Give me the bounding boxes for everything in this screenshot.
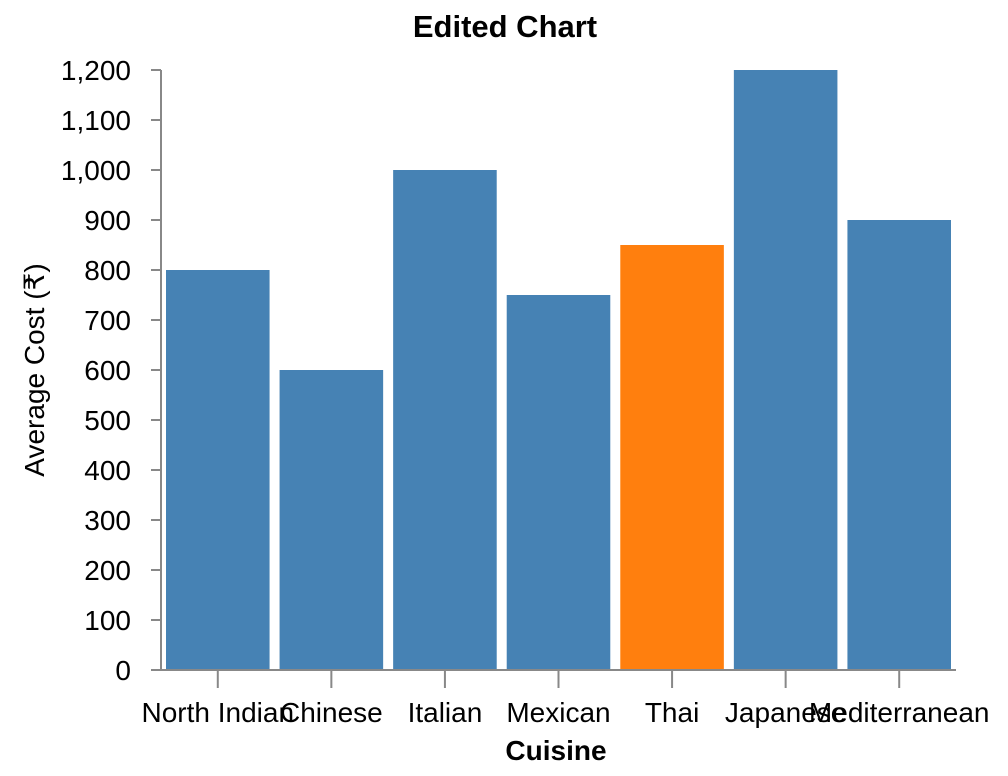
x-tick-label: Mediterranean <box>809 697 990 728</box>
y-tick-label: 300 <box>84 505 131 536</box>
bar-chinese <box>279 370 384 670</box>
y-tick-label: 0 <box>115 655 131 686</box>
x-tick-label: North Indian <box>142 697 295 728</box>
y-axis-title: Average Cost (₹) <box>19 263 50 476</box>
bar-italian <box>393 170 497 670</box>
y-tick-label: 1,100 <box>61 105 131 136</box>
x-tick-label: Italian <box>408 697 483 728</box>
chart-title: Edited Chart <box>413 9 597 44</box>
x-tick-label: Mexican <box>506 697 610 728</box>
bar-mexican <box>506 295 611 670</box>
y-tick-label: 1,000 <box>61 155 131 186</box>
y-tick-label: 700 <box>84 305 131 336</box>
y-tick-label: 100 <box>84 605 131 636</box>
y-tick-label: 400 <box>84 455 131 486</box>
y-axis: 0 100 200 300 400 500 600 700 800 900 1,000 1,100 1,… <box>61 55 162 686</box>
x-tick-label: Thai <box>645 697 699 728</box>
x-axis-title: Cuisine <box>505 735 606 766</box>
bar-thai <box>620 245 724 670</box>
x-tick-label: Chinese <box>280 697 383 728</box>
y-tick-label: 500 <box>84 405 131 436</box>
bar-japanese <box>733 70 838 670</box>
x-tick-label: Japanese <box>725 697 846 728</box>
y-tick-label: 800 <box>84 255 131 286</box>
bars-group <box>166 70 951 670</box>
y-tick-label: 200 <box>84 555 131 586</box>
y-tick-label: 900 <box>84 205 131 236</box>
bar-mediterranean <box>847 220 951 670</box>
y-tick-label: 1,200 <box>61 55 131 86</box>
bar-north-indian <box>166 270 270 670</box>
y-tick-label: 600 <box>84 355 131 386</box>
